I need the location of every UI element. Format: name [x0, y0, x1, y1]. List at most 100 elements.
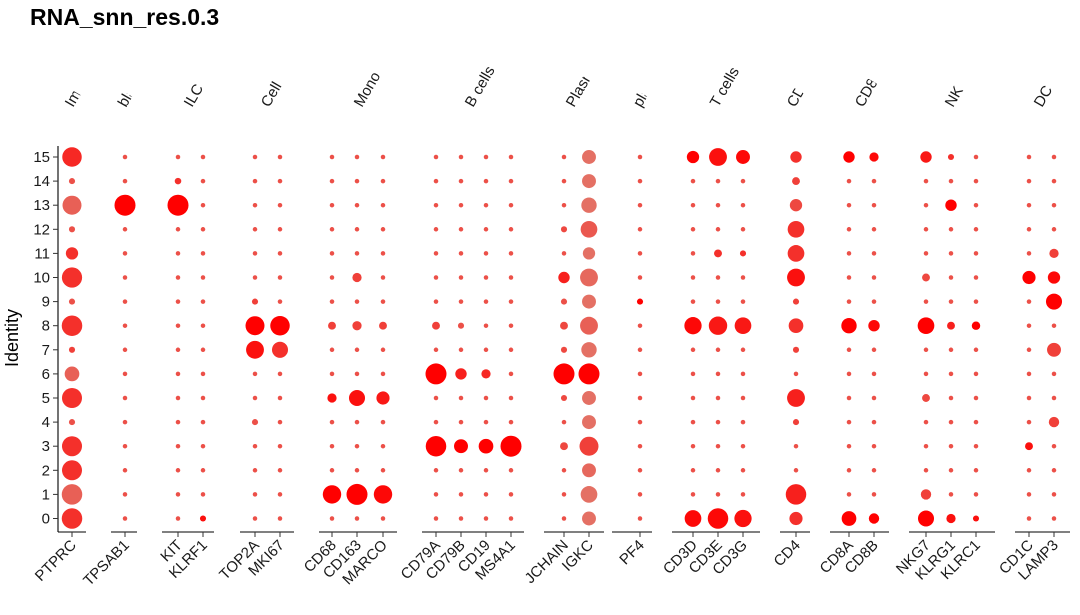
dot [973, 347, 979, 353]
dot [62, 147, 82, 167]
dot [122, 323, 128, 328]
dot [715, 178, 721, 184]
group-label: T cells [707, 64, 743, 110]
dot [354, 419, 360, 425]
dot [973, 202, 979, 208]
dot [715, 202, 721, 208]
dot [175, 443, 181, 449]
y-tick-label: 6 [42, 366, 50, 383]
dot [740, 347, 746, 353]
dot [740, 178, 746, 184]
dot [500, 435, 522, 457]
dot [973, 443, 979, 449]
dot [245, 316, 265, 336]
dot [923, 419, 929, 425]
dot [792, 177, 800, 186]
dot [636, 298, 644, 305]
chart-title: RNA_snn_res.0.3 [30, 4, 219, 30]
dot [948, 251, 954, 256]
dot [972, 515, 980, 522]
dot [734, 509, 752, 528]
dot [61, 387, 83, 409]
dot [846, 227, 852, 232]
dot [251, 419, 259, 426]
dot [277, 443, 283, 449]
dot [923, 468, 929, 473]
dot [327, 393, 337, 403]
y-tick-label: 12 [33, 221, 50, 238]
y-tick-label: 11 [34, 245, 50, 262]
dot [923, 347, 929, 353]
dot [580, 220, 598, 238]
dot [379, 321, 387, 330]
dot [582, 174, 596, 189]
dot [483, 468, 489, 473]
dot [252, 227, 258, 232]
dot [740, 275, 746, 280]
dot [277, 251, 283, 256]
dot [1047, 271, 1061, 284]
dot [200, 227, 206, 232]
dot [922, 394, 930, 402]
dot [637, 154, 643, 160]
dot [277, 202, 283, 208]
dot [1051, 202, 1057, 208]
dot [200, 154, 206, 160]
group-label: Monocyte [351, 45, 398, 110]
dot [793, 371, 799, 377]
dot [1045, 293, 1063, 310]
dot [65, 247, 79, 260]
dot [433, 347, 439, 353]
dot [329, 178, 335, 184]
dot [1026, 202, 1032, 208]
group-label: DC [1031, 83, 1057, 110]
dot [871, 299, 877, 304]
dot [1051, 492, 1057, 497]
dot [277, 468, 283, 473]
y-tick-label: 9 [42, 294, 50, 311]
dot [1026, 468, 1032, 473]
dot [871, 202, 877, 208]
group-label: CD8+ T cells [852, 27, 910, 110]
dot [122, 468, 128, 473]
dot [114, 194, 136, 216]
dot [846, 202, 852, 208]
dot [973, 299, 979, 304]
dot [252, 178, 258, 184]
dot [637, 227, 643, 232]
dot [637, 251, 643, 256]
dot [637, 347, 643, 353]
dot [508, 371, 514, 377]
dot [380, 419, 386, 425]
dot [61, 508, 83, 529]
dot [690, 178, 696, 184]
dot [483, 178, 489, 184]
group-label: NK [942, 83, 967, 110]
dot [175, 468, 181, 473]
dot [329, 371, 335, 377]
dot [973, 371, 979, 377]
dot [1026, 371, 1032, 377]
dot [1026, 154, 1032, 160]
dot [637, 468, 643, 473]
dot [68, 226, 76, 233]
dot [322, 485, 342, 504]
dot [787, 389, 805, 407]
dot [690, 275, 696, 280]
y-tick-label: 14 [33, 173, 50, 190]
dot [508, 202, 514, 208]
dot [252, 443, 258, 449]
dot [637, 371, 643, 377]
dot [200, 492, 206, 497]
dot [481, 369, 491, 379]
dot [277, 227, 283, 232]
dot [846, 492, 852, 497]
dot [707, 508, 729, 529]
dot [433, 419, 439, 425]
dot [458, 275, 464, 280]
dot [740, 227, 746, 232]
dot [433, 468, 439, 473]
dot [788, 318, 804, 334]
dot [637, 419, 643, 425]
dot [380, 443, 386, 449]
